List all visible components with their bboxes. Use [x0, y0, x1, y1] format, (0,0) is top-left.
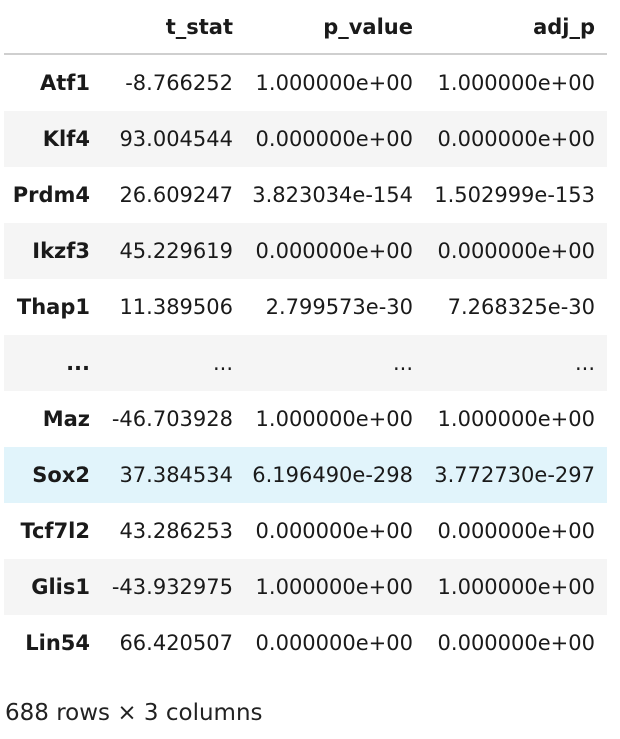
cell-p-value: ... [392, 351, 413, 375]
cell-p-value: 1.000000e+00 [255, 575, 413, 599]
cell-p-value: 0.000000e+00 [255, 631, 413, 655]
header-row: t_stat p_value adj_p [4, 0, 607, 55]
row-index-label: Ikzf3 [32, 239, 90, 263]
cell-t-stat: 37.384534 [119, 463, 233, 487]
table-header: t_stat p_value adj_p [4, 0, 607, 55]
cell-p-value: 1.000000e+00 [255, 71, 413, 95]
column-header-t-stat: t_stat [102, 0, 245, 55]
cell-adj-p: ... [574, 351, 595, 375]
dataframe-shape-summary: 688 rows × 3 columns [5, 700, 263, 726]
row-index-label: Lin54 [25, 631, 90, 655]
table-row: Prdm4 26.609247 3.823034e-154 1.502999e-… [4, 167, 607, 223]
row-index-label: Prdm4 [12, 183, 90, 207]
table-row: Maz -46.703928 1.000000e+00 1.000000e+00 [4, 391, 607, 447]
table-row: Ikzf3 45.229619 0.000000e+00 0.000000e+0… [4, 223, 607, 279]
row-index-label: Glis1 [31, 575, 90, 599]
cell-t-stat: 93.004544 [119, 127, 233, 151]
cell-t-stat: 11.389506 [119, 295, 233, 319]
row-index-label: Thap1 [16, 295, 90, 319]
cell-adj-p: 0.000000e+00 [437, 519, 595, 543]
cell-t-stat: 45.229619 [119, 239, 233, 263]
table-body: Atf1 -8.766252 1.000000e+00 1.000000e+00… [4, 54, 607, 671]
dataframe-table: t_stat p_value adj_p Atf1 -8.766252 1.00… [4, 0, 607, 671]
table-row: Klf4 93.004544 0.000000e+00 0.000000e+00 [4, 111, 607, 167]
row-index-label: Atf1 [39, 71, 90, 95]
cell-adj-p: 7.268325e-30 [447, 295, 595, 319]
cell-p-value: 0.000000e+00 [255, 519, 413, 543]
cell-p-value: 0.000000e+00 [255, 127, 413, 151]
cell-t-stat: -46.703928 [111, 407, 233, 431]
cell-p-value: 1.000000e+00 [255, 407, 413, 431]
table-row: Tcf7l2 43.286253 0.000000e+00 0.000000e+… [4, 503, 607, 559]
row-index-label: Klf4 [42, 127, 90, 151]
cell-t-stat: 26.609247 [119, 183, 233, 207]
table-row-highlighted: Sox2 37.384534 6.196490e-298 3.772730e-2… [4, 447, 607, 503]
cell-adj-p: 0.000000e+00 [437, 239, 595, 263]
column-header-adj-p: adj_p [425, 0, 607, 55]
cell-adj-p: 1.000000e+00 [437, 575, 595, 599]
column-header-p-value: p_value [245, 0, 425, 55]
cell-t-stat: ... [212, 351, 233, 375]
table-row-ellipsis: ... ... ... ... [4, 335, 607, 391]
cell-adj-p: 0.000000e+00 [437, 631, 595, 655]
cell-p-value: 6.196490e-298 [252, 463, 413, 487]
cell-p-value: 0.000000e+00 [255, 239, 413, 263]
table-row: Atf1 -8.766252 1.000000e+00 1.000000e+00 [4, 54, 607, 111]
index-header [4, 0, 102, 55]
cell-p-value: 3.823034e-154 [252, 183, 413, 207]
cell-adj-p: 1.000000e+00 [437, 71, 595, 95]
cell-t-stat: -43.932975 [111, 575, 233, 599]
table-row: Lin54 66.420507 0.000000e+00 0.000000e+0… [4, 615, 607, 671]
cell-t-stat: 43.286253 [119, 519, 233, 543]
cell-p-value: 2.799573e-30 [265, 295, 413, 319]
cell-adj-p: 1.502999e-153 [434, 183, 595, 207]
cell-t-stat: 66.420507 [119, 631, 233, 655]
cell-adj-p: 0.000000e+00 [437, 127, 595, 151]
cell-adj-p: 1.000000e+00 [437, 407, 595, 431]
table-row: Glis1 -43.932975 1.000000e+00 1.000000e+… [4, 559, 607, 615]
table-row: Thap1 11.389506 2.799573e-30 7.268325e-3… [4, 279, 607, 335]
cell-t-stat: -8.766252 [125, 71, 233, 95]
cell-adj-p: 3.772730e-297 [434, 463, 595, 487]
row-index-label: ... [66, 351, 90, 375]
row-index-label: Sox2 [32, 463, 90, 487]
row-index-label: Tcf7l2 [20, 519, 90, 543]
row-index-label: Maz [42, 407, 90, 431]
